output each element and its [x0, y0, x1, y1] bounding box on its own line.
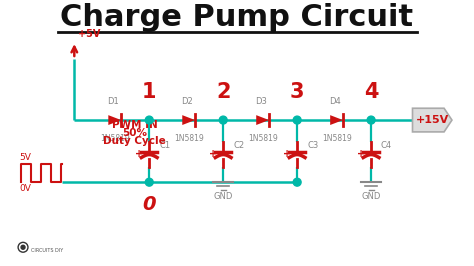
Circle shape: [146, 178, 153, 186]
Text: PWM IN: PWM IN: [111, 120, 157, 130]
Text: C2: C2: [233, 141, 244, 150]
Text: +: +: [357, 149, 365, 159]
Text: +: +: [283, 149, 292, 159]
Circle shape: [21, 245, 25, 249]
Circle shape: [146, 116, 153, 124]
Text: Duty Cycle: Duty Cycle: [103, 136, 166, 146]
Text: C1: C1: [159, 141, 170, 150]
Text: 1N5819: 1N5819: [100, 134, 129, 143]
Text: +: +: [136, 149, 144, 159]
Text: 50%: 50%: [122, 128, 147, 138]
Text: +: +: [210, 149, 218, 159]
Text: D4: D4: [328, 97, 340, 106]
Text: +15V: +15V: [416, 115, 449, 125]
Text: 0: 0: [142, 195, 156, 214]
Polygon shape: [412, 108, 452, 132]
Text: GND: GND: [213, 192, 233, 201]
Polygon shape: [182, 115, 195, 125]
Text: 2: 2: [216, 82, 230, 102]
Text: C3: C3: [307, 141, 318, 150]
Text: D1: D1: [107, 97, 118, 106]
Polygon shape: [330, 115, 343, 125]
Text: C4: C4: [381, 141, 392, 150]
Text: 3: 3: [290, 82, 304, 102]
Text: 1N5819: 1N5819: [248, 134, 277, 143]
Text: 1: 1: [142, 82, 156, 102]
Polygon shape: [256, 115, 269, 125]
Text: 5V: 5V: [19, 153, 31, 163]
Circle shape: [293, 116, 301, 124]
Text: D3: D3: [255, 97, 266, 106]
Text: 1N5819: 1N5819: [322, 134, 351, 143]
Text: CIRCUITS DIY: CIRCUITS DIY: [31, 248, 63, 253]
Text: 1N5819: 1N5819: [174, 134, 203, 143]
Text: 0V: 0V: [19, 184, 31, 193]
Text: D2: D2: [181, 97, 192, 106]
Text: GND: GND: [361, 192, 381, 201]
Polygon shape: [109, 115, 121, 125]
Circle shape: [293, 178, 301, 186]
Text: +5V: +5V: [78, 29, 100, 39]
Text: Charge Pump Circuit: Charge Pump Circuit: [61, 3, 413, 32]
Circle shape: [367, 116, 375, 124]
Circle shape: [219, 116, 227, 124]
Text: 4: 4: [364, 82, 378, 102]
